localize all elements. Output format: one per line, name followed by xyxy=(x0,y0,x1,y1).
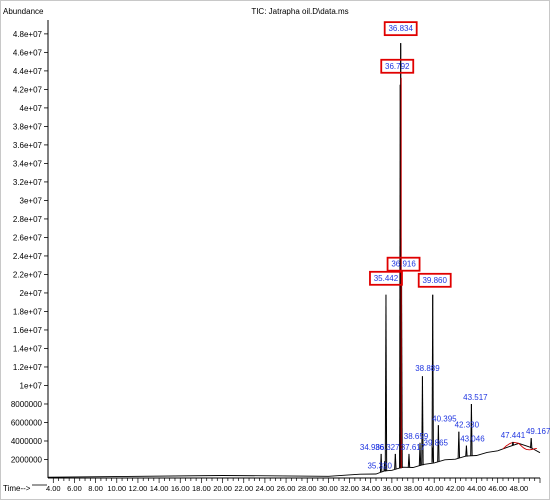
y-tick-label: 3.6e+07 xyxy=(13,141,43,150)
peak-line xyxy=(421,376,424,466)
x-tick-label: 6.00 xyxy=(67,484,82,493)
peak-line xyxy=(385,294,388,472)
y-axis-label: Abundance xyxy=(3,7,44,16)
peak-label: 35.442 xyxy=(374,274,399,283)
y-tick-label: 6000000 xyxy=(11,418,43,427)
peak-label: 37.617 xyxy=(401,443,426,452)
peak-line xyxy=(465,445,468,457)
peak-label: 34.986 xyxy=(360,443,385,452)
y-tick-label: 4e+07 xyxy=(20,104,43,113)
x-tick-label: 26.00 xyxy=(277,484,296,493)
y-tick-label: 2.8e+07 xyxy=(13,215,43,224)
x-tick-label: 42.00 xyxy=(446,484,465,493)
y-tick-label: 4.4e+07 xyxy=(13,67,43,76)
tail-hump-trace xyxy=(502,442,537,451)
y-tick-label: 4000000 xyxy=(11,437,43,446)
peak-highlight-box xyxy=(380,58,415,74)
peak-highlight-box xyxy=(386,256,421,272)
x-tick-label: 34.00 xyxy=(361,484,380,493)
peak-highlight-box xyxy=(383,21,418,37)
peak-label: 40.395 xyxy=(432,414,457,423)
peak-line xyxy=(408,453,411,468)
y-tick-label: 1.4e+07 xyxy=(13,344,43,353)
peak-highlight-box xyxy=(417,272,452,288)
x-tick-label: 30.00 xyxy=(319,484,338,493)
y-tick-label: 8000000 xyxy=(11,400,43,409)
x-tick-label: 38.00 xyxy=(404,484,423,493)
y-tick-label: 2.6e+07 xyxy=(13,233,43,242)
x-axis-label: Time--> xyxy=(3,484,31,493)
x-tick-label: 20.00 xyxy=(213,484,232,493)
baseline-trace xyxy=(47,442,541,478)
peak-line xyxy=(380,453,383,473)
y-tick-label: 3.8e+07 xyxy=(13,122,43,131)
peak-line xyxy=(394,453,397,470)
peak-label: 39.865 xyxy=(424,438,449,447)
y-tick-label: 4.8e+07 xyxy=(13,30,43,39)
x-tick-label: 14.00 xyxy=(150,484,169,493)
y-tick-label: 1.2e+07 xyxy=(13,363,43,372)
x-tick-label: 16.00 xyxy=(171,484,190,493)
x-tick-label: 12.00 xyxy=(129,484,148,493)
y-tick-label: 3.2e+07 xyxy=(13,178,43,187)
peak-label: 36.792 xyxy=(385,62,410,71)
peak-label: 43.046 xyxy=(460,435,485,444)
x-tick-label: 46.00 xyxy=(488,484,507,493)
x-tick-label: 48.00 xyxy=(509,484,528,493)
peak-label: 36.327 xyxy=(375,443,400,452)
peak-labels: 34.986 35.320 35.442 36.327 36.792 36.834 36.9… xyxy=(360,21,550,470)
peak-line xyxy=(419,442,422,466)
x-tick-label: 44.00 xyxy=(467,484,486,493)
tic-trace xyxy=(47,43,541,478)
x-tick-label: 8.00 xyxy=(88,484,103,493)
x-tick-label: 4.00 xyxy=(46,484,61,493)
peak-line xyxy=(512,441,515,446)
peak-line xyxy=(458,431,461,458)
x-tick-label: 22.00 xyxy=(234,484,253,493)
peak-label: 36.916 xyxy=(391,260,416,269)
peak-label: 35.320 xyxy=(367,461,392,470)
y-tick-label: 3.4e+07 xyxy=(13,159,43,168)
x-tick-label: 18.00 xyxy=(192,484,211,493)
x-tick-label: 36.00 xyxy=(382,484,401,493)
peak-line xyxy=(530,438,533,449)
x-tick-label: 24.00 xyxy=(256,484,275,493)
y-tick-label: 2e+07 xyxy=(20,289,43,298)
y-tick-label: 4.2e+07 xyxy=(13,85,43,94)
y-tick-label: 2.2e+07 xyxy=(13,270,43,279)
chart-title: TIC: Jatrapha oil.D\data.ms xyxy=(251,7,348,16)
y-tick-label: 3e+07 xyxy=(20,196,43,205)
x-tick-label: 10.00 xyxy=(107,484,126,493)
peak-label: 38.659 xyxy=(404,432,429,441)
peak-label: 49.167 xyxy=(526,427,550,436)
y-tick-label: 1.8e+07 xyxy=(13,307,43,316)
peak-label: 47.441 xyxy=(501,431,526,440)
peak-highlight-box xyxy=(369,270,403,286)
x-tick-label: 40.00 xyxy=(425,484,444,493)
x-tick-label: 28.00 xyxy=(298,484,317,493)
peak-label: 42.330 xyxy=(455,421,480,430)
x-ticks: 4.00 6.00 8.00 10.00 12.00 14.00 16.00 18.00 20.… xyxy=(46,478,541,493)
y-tick-label: 4.6e+07 xyxy=(13,48,43,57)
y-tick-label: 2000000 xyxy=(11,455,43,464)
x-tick-label: 32.00 xyxy=(340,484,359,493)
y-tick-label: 1e+07 xyxy=(20,381,43,390)
peak-label: 43.517 xyxy=(463,393,488,402)
peak-label: 36.834 xyxy=(388,24,413,33)
y-ticks: 2000000 4000000 6000000 8000000 1e+07 1.2e+07… xyxy=(11,30,48,464)
peak-line xyxy=(437,425,440,462)
peak-line xyxy=(470,403,473,456)
peak-label: 38.889 xyxy=(415,364,440,373)
peak-line xyxy=(432,294,434,463)
y-tick-label: 2.4e+07 xyxy=(13,252,43,261)
peak-label: 39.860 xyxy=(422,276,447,285)
y-tick-label: 1.6e+07 xyxy=(13,326,43,335)
